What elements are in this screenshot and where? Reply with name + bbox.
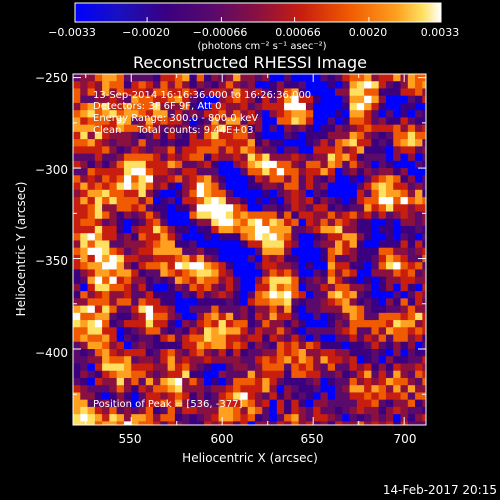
plot-frame bbox=[72, 73, 427, 426]
y-tick-label: −250 bbox=[35, 71, 68, 85]
colorbar-units-label: (photons cm⁻² s⁻¹ asec⁻²) bbox=[197, 41, 326, 52]
x-tick-label: 700 bbox=[394, 432, 417, 446]
colorbar-tick-label: −0.0020 bbox=[122, 26, 170, 39]
x-axis-label: Heliocentric X (arcsec) bbox=[182, 451, 318, 465]
y-tick-label: −300 bbox=[35, 163, 68, 177]
colorbar-tick-label: 0.00066 bbox=[275, 26, 321, 39]
colorbar-tick-label: −0.0033 bbox=[48, 26, 96, 39]
heatmap-image bbox=[73, 74, 426, 425]
colorbar-tick-label: 0.0020 bbox=[349, 26, 388, 39]
x-tick-label: 550 bbox=[119, 432, 142, 446]
colorbar bbox=[74, 2, 442, 23]
peak-position-label: Position of Peak = [536, -377] bbox=[93, 399, 242, 410]
axis-ticks bbox=[73, 74, 426, 425]
y-tick-label: −400 bbox=[35, 346, 68, 360]
annotation-energy-range: Energy Range: 300.0 - 800.0 keV bbox=[93, 113, 258, 124]
colorbar-tick-label: −0.00066 bbox=[193, 26, 248, 39]
colorbar-tick-label: 0.0033 bbox=[421, 26, 460, 39]
y-axis-label: Heliocentric Y (arcsec) bbox=[14, 182, 28, 317]
x-tick-label: 650 bbox=[301, 432, 324, 446]
x-tick-label: 600 bbox=[211, 432, 234, 446]
colorbar-ticks bbox=[74, 17, 442, 22]
annotation-time-range: 13-Sep-2014 16:16:36.000 to 16:26:36.000 bbox=[93, 90, 311, 101]
annotation-counts: Clean Total counts: 9.44E+03 bbox=[93, 125, 253, 136]
chart-title: Reconstructed RHESSI Image bbox=[133, 53, 367, 72]
footer-timestamp: 14-Feb-2017 20:15 bbox=[383, 483, 497, 497]
y-tick-label: −350 bbox=[35, 254, 68, 268]
annotation-detectors: Detectors: 3F 6F 9F, Att 0 bbox=[93, 101, 221, 112]
